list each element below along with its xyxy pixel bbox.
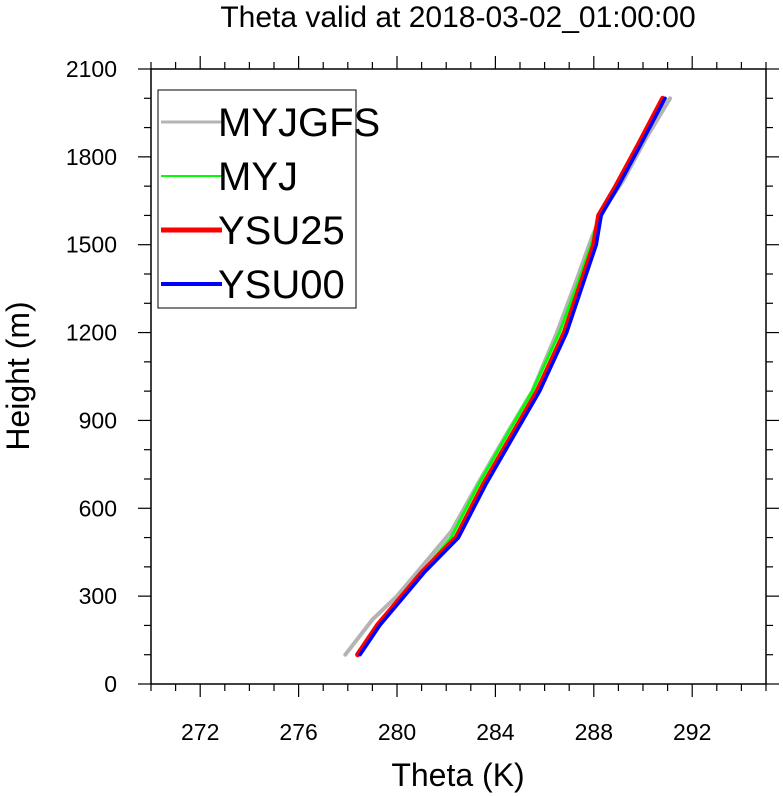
- y-tick-label: 2100: [66, 56, 117, 82]
- plot-frame: [150, 68, 767, 685]
- x-tick-label: 276: [279, 719, 317, 745]
- series-lines: [343, 95, 673, 658]
- tick-labels: 272 276 280 284 288 292 0 300 600 900 1200 1500 1800…: [66, 56, 712, 745]
- axis-ticks: [138, 56, 779, 697]
- legend-label: MYJGFS: [218, 101, 380, 145]
- legend-label: MYJ: [218, 155, 298, 199]
- y-tick-label: 1500: [66, 232, 117, 258]
- y-tick-label: 900: [79, 407, 117, 433]
- y-tick-label: 0: [104, 671, 117, 697]
- legend-label: YSU00: [218, 263, 345, 307]
- series-line-ysu00: [358, 96, 667, 657]
- legend-box: [157, 89, 357, 309]
- x-axis-title: Theta (K): [391, 757, 524, 793]
- y-tick-label: 1200: [66, 320, 117, 346]
- y-tick-label: 600: [79, 495, 117, 521]
- x-tick-label: 280: [378, 719, 416, 745]
- series-line-ysu25: [355, 95, 666, 658]
- x-tick-label: 272: [181, 719, 219, 745]
- x-tick-label: 288: [575, 719, 613, 745]
- legend-label: YSU25: [218, 209, 345, 253]
- x-tick-label: 284: [476, 719, 515, 745]
- chart-title: Theta valid at 2018-03-02_01:00:00: [220, 1, 695, 34]
- y-tick-label: 300: [79, 583, 117, 609]
- y-tick-label: 1800: [66, 144, 117, 170]
- x-tick-label: 292: [673, 719, 711, 745]
- y-axis-title: Height (m): [0, 301, 36, 450]
- legend: MYJGFS MYJ YSU25 YSU00: [157, 89, 380, 309]
